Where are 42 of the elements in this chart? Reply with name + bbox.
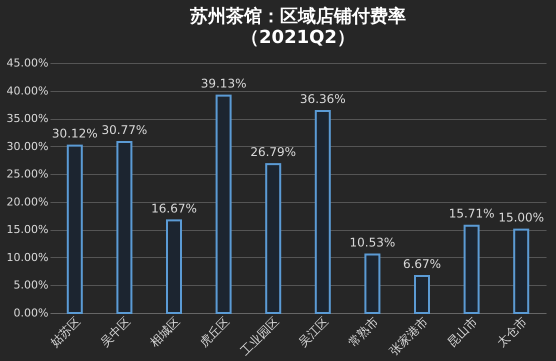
data-label: 15.00%: [498, 210, 544, 225]
bar: [513, 228, 530, 314]
bar: [166, 219, 182, 314]
bar: [216, 94, 232, 314]
data-label: 30.12%: [52, 126, 98, 141]
bar: [265, 163, 282, 314]
x-tick-label: 张家港市: [386, 314, 430, 358]
data-label: 15.71%: [448, 206, 494, 221]
data-label: 36.36%: [300, 92, 346, 106]
data-label: 39.13%: [200, 76, 246, 91]
y-tick-label: 40.00%: [6, 84, 48, 98]
x-tick-label: 姑苏区: [48, 314, 84, 350]
chart-title: 苏州茶馆：区域店铺付费率: [189, 6, 406, 27]
y-tick-label: 35.00%: [6, 112, 48, 126]
x-tick-label: 吴中区: [98, 314, 133, 350]
bar: [464, 224, 480, 314]
x-tick-label: 吴江区: [296, 314, 332, 350]
x-tick-label: 工业园区: [238, 314, 282, 358]
y-tick-label: 25.00%: [6, 168, 48, 181]
y-tick-label: 10.00%: [6, 250, 48, 264]
y-tick-label: 20.00%: [6, 195, 48, 208]
data-label: 10.53%: [350, 236, 396, 250]
y-tick-label: 45.00%: [6, 56, 48, 70]
bar: [116, 141, 132, 314]
y-tick-label: 30.00%: [6, 140, 48, 153]
bar: [66, 144, 83, 314]
y-tick-label: 0.00%: [14, 306, 48, 320]
bar: [364, 254, 380, 314]
x-tick-label: 虎丘区: [196, 314, 232, 350]
y-tick-label: 15.00%: [6, 223, 48, 236]
data-label: 16.67%: [151, 201, 197, 216]
data-label: 26.79%: [250, 145, 296, 160]
chart-subtitle: （2021Q2）: [241, 27, 355, 48]
x-tick-label: 常熟市: [346, 314, 381, 350]
bar: [314, 110, 331, 314]
x-tick-label: 相城区: [147, 314, 182, 350]
data-label: 30.77%: [102, 123, 148, 138]
x-tick-label: 昆山市: [444, 314, 480, 350]
data-label: 6.67%: [402, 256, 442, 271]
bar: [414, 274, 430, 314]
y-tick-label: 5.00%: [14, 278, 48, 292]
x-tick-label: 太仓市: [494, 314, 530, 350]
